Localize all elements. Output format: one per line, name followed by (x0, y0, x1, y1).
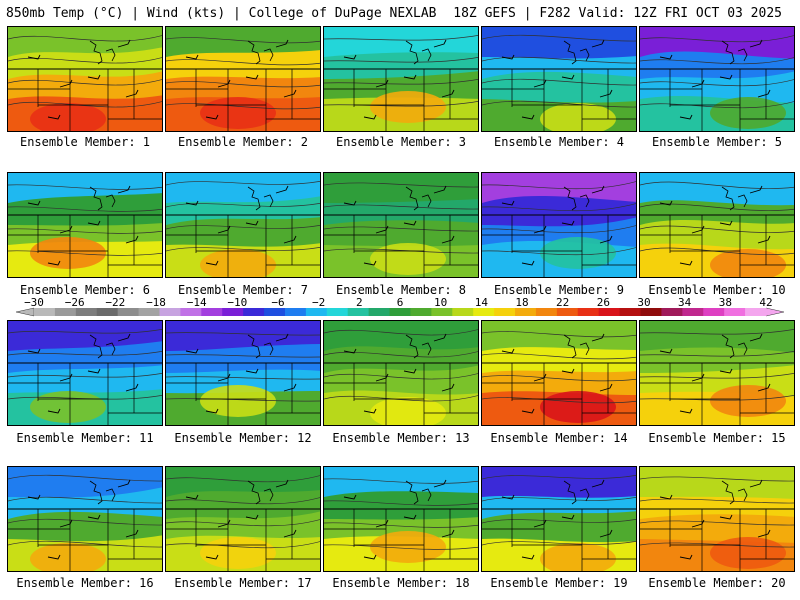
colorbar-swatch (703, 308, 725, 316)
colorbar-swatch (222, 308, 244, 316)
ensemble-member-map (7, 320, 163, 426)
colorbar-tick-label: −2 (312, 296, 325, 309)
colorbar-swatch (54, 308, 77, 316)
colorbar-swatch (577, 308, 600, 316)
colorbar-tick-label: 34 (678, 296, 692, 309)
ensemble-member-map (481, 320, 637, 426)
map-title: 850mb Temp (°C) | Wind (kts) | College o… (6, 6, 437, 21)
colorbar-tick-label: 14 (475, 296, 489, 309)
colorbar-swatch (452, 308, 474, 316)
ensemble-member-label: Ensemble Member: 17 (174, 576, 312, 590)
colorbar-tick-label: 30 (637, 296, 650, 309)
colorbar-swatch (682, 308, 704, 316)
colorbar-swatch (96, 308, 119, 316)
colorbar-swatch (326, 308, 349, 316)
ensemble-member-label: Ensemble Member: 4 (493, 135, 625, 149)
colorbar-tick-label: 2 (356, 296, 363, 309)
colorbar-swatch (368, 308, 391, 316)
ensemble-member-map (323, 320, 479, 426)
colorbar-tick-label: −22 (105, 296, 125, 309)
colorbar-swatch (535, 308, 558, 316)
ensemble-member-label: Ensemble Member: 19 (490, 576, 628, 590)
ensemble-member-label: Ensemble Member: 8 (335, 283, 467, 297)
ensemble-member-map (639, 320, 795, 426)
ensemble-member-label: Ensemble Member: 1 (19, 135, 151, 149)
colorbar-swatch (34, 308, 56, 316)
ensemble-member-map (7, 466, 163, 572)
colorbar-swatch (473, 308, 495, 316)
ensemble-member-label: Ensemble Member: 18 (332, 576, 470, 590)
ensemble-member-map (165, 172, 321, 278)
ensemble-member-map (165, 320, 321, 426)
colorbar-swatch (75, 308, 98, 316)
colorbar-tick-label: −26 (65, 296, 85, 309)
colorbar-tick-label: 10 (434, 296, 447, 309)
colorbar-swatch (619, 308, 642, 316)
ensemble-member-label: Ensemble Member: 13 (332, 431, 470, 445)
ensemble-member-map (323, 172, 479, 278)
ensemble-member-map (323, 466, 479, 572)
colorbar-tick-label: −14 (187, 296, 207, 309)
colorbar-swatch (180, 308, 202, 316)
ensemble-member-map (7, 172, 163, 278)
ensemble-member-label: Ensemble Member: 10 (648, 283, 786, 297)
colorbar-swatch (305, 308, 328, 316)
colorbar-swatch (138, 308, 160, 316)
ensemble-member-map (481, 466, 637, 572)
colorbar-tick-label: −18 (146, 296, 166, 309)
colorbar-swatch (159, 308, 181, 316)
colorbar-swatch (745, 308, 767, 316)
model-run-info: 18Z GEFS | F282 Valid: 12Z FRI OCT 03 20… (453, 6, 782, 21)
ensemble-member-label: Ensemble Member: 11 (16, 431, 154, 445)
ensemble-member-label: Ensemble Member: 3 (335, 135, 467, 149)
ensemble-member-map (165, 26, 321, 132)
colorbar-swatch (556, 308, 579, 316)
ensemble-member-map (7, 26, 163, 132)
colorbar-swatch (243, 308, 265, 316)
colorbar-tick-label: 22 (556, 296, 569, 309)
colorbar-swatch (410, 308, 432, 316)
colorbar-swatch (117, 308, 140, 316)
colorbar-swatch (515, 308, 537, 316)
colorbar-swatch (640, 308, 662, 316)
ensemble-member-label: Ensemble Member: 7 (177, 283, 309, 297)
colorbar-tick-label: −30 (24, 296, 44, 309)
ensemble-member-label: Ensemble Member: 5 (651, 135, 783, 149)
ensemble-member-map (165, 466, 321, 572)
ensemble-member-label: Ensemble Member: 20 (648, 576, 786, 590)
colorbar-swatch (598, 308, 621, 316)
ensemble-member-map (481, 26, 637, 132)
ensemble-member-map (639, 466, 795, 572)
colorbar-tick-label: 6 (397, 296, 404, 309)
colorbar-tick-label: 18 (515, 296, 528, 309)
ensemble-member-label: Ensemble Member: 9 (493, 283, 625, 297)
colorbar-swatch (494, 308, 516, 316)
ensemble-member-map (323, 26, 479, 132)
ensemble-member-label: Ensemble Member: 15 (648, 431, 786, 445)
colorbar-tick-label: 42 (759, 296, 772, 309)
colorbar-swatch (201, 308, 223, 316)
ensemble-member-label: Ensemble Member: 12 (174, 431, 312, 445)
colorbar-swatch (661, 308, 683, 316)
ensemble-member-map (481, 172, 637, 278)
temperature-colorbar: −30 −26 −22 −18 −14 −10 −6 −2 2 6 10 14 18 22 26 30 34 38… (15, 296, 785, 317)
ensemble-member-map (639, 172, 795, 278)
colorbar-swatch (347, 308, 370, 316)
colorbar-swatch (389, 308, 411, 316)
ensemble-member-label: Ensemble Member: 2 (177, 135, 309, 149)
colorbar-tick-label: −6 (271, 296, 284, 309)
colorbar-swatch (724, 308, 746, 316)
colorbar-tick-label: 26 (597, 296, 610, 309)
colorbar-tick-label: −10 (227, 296, 247, 309)
colorbar-swatch (431, 308, 453, 316)
ensemble-member-map (639, 26, 795, 132)
ensemble-member-label: Ensemble Member: 6 (19, 283, 151, 297)
ensemble-member-label: Ensemble Member: 14 (490, 431, 628, 445)
ensemble-member-label: Ensemble Member: 16 (16, 576, 154, 590)
colorbar-swatch (264, 308, 286, 316)
colorbar-tick-label: 38 (719, 296, 732, 309)
colorbar-swatch (284, 308, 307, 316)
